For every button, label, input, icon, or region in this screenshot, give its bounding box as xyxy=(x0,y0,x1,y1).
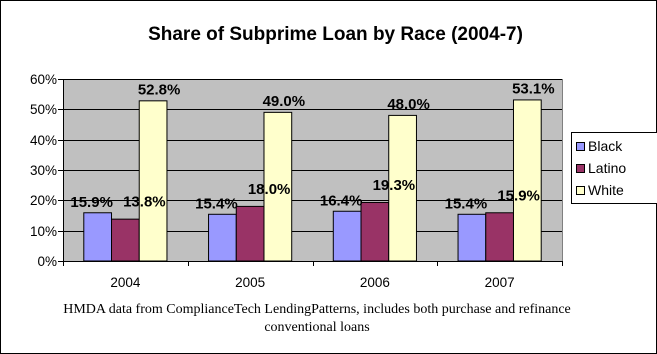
bar-black-2004 xyxy=(83,212,113,262)
data-label-black-2006: 16.4% xyxy=(320,192,363,209)
data-label-black-2007: 15.4% xyxy=(445,195,488,212)
legend: Black Latino White xyxy=(571,132,657,204)
bar-black-2006 xyxy=(332,210,362,262)
chart-title: Share of Subprime Loan by Race (2004-7) xyxy=(148,24,523,45)
data-label-latino-2007: 15.9% xyxy=(497,187,540,204)
legend-item-latino: Latino xyxy=(576,158,626,178)
bar-latino-2004 xyxy=(111,218,140,262)
data-label-white-2005: 49.0% xyxy=(263,93,306,110)
x-tick-label-2007: 2007 xyxy=(485,275,515,290)
bar-latino-2006 xyxy=(360,201,390,262)
y-tick-label-50: 50% xyxy=(30,102,57,117)
bar-white-2007 xyxy=(512,99,542,262)
x-tick-label-2006: 2006 xyxy=(360,275,390,290)
legend-label-white: White xyxy=(588,182,624,198)
x-tick-label-2004: 2004 xyxy=(110,275,141,290)
bar-white-2006 xyxy=(388,114,417,262)
bar-white-2005 xyxy=(263,111,293,262)
y-tick-label-40: 40% xyxy=(30,133,57,148)
data-label-latino-2004: 13.8% xyxy=(123,194,166,211)
legend-label-black: Black xyxy=(588,138,623,154)
y-tick-label-10: 10% xyxy=(30,224,57,239)
bar-black-2005 xyxy=(208,213,237,262)
legend-label-latino: Latino xyxy=(588,160,627,176)
data-label-black-2005: 15.4% xyxy=(195,195,238,212)
legend-swatch-black xyxy=(576,141,585,151)
y-tick-label-30: 30% xyxy=(30,163,57,178)
y-tick-label-20: 20% xyxy=(30,193,57,208)
data-label-latino-2006: 19.3% xyxy=(373,177,416,194)
bar-latino-2007 xyxy=(485,212,514,262)
source-note-line: HMDA data from ComplianceTech LendingPat… xyxy=(63,302,571,317)
data-label-white-2006: 48.0% xyxy=(387,96,430,113)
data-label-white-2004: 52.8% xyxy=(138,81,181,98)
bar-black-2007 xyxy=(457,213,487,262)
legend-swatch-latino xyxy=(576,163,585,173)
source-note-line: conventional loans xyxy=(264,320,370,335)
data-label-latino-2005: 18.0% xyxy=(248,181,291,198)
data-label-white-2007: 53.1% xyxy=(512,80,555,97)
x-tick-label-2005: 2005 xyxy=(235,275,265,290)
bar-latino-2005 xyxy=(235,205,265,262)
y-tick-label-60: 60% xyxy=(30,72,57,87)
legend-item-white: White xyxy=(576,180,624,200)
y-tick-label-0: 0% xyxy=(37,254,57,269)
legend-swatch-white xyxy=(576,185,585,195)
legend-item-black: Black xyxy=(576,136,622,156)
data-label-black-2004: 15.9% xyxy=(70,194,113,211)
bar-white-2004 xyxy=(138,100,168,262)
